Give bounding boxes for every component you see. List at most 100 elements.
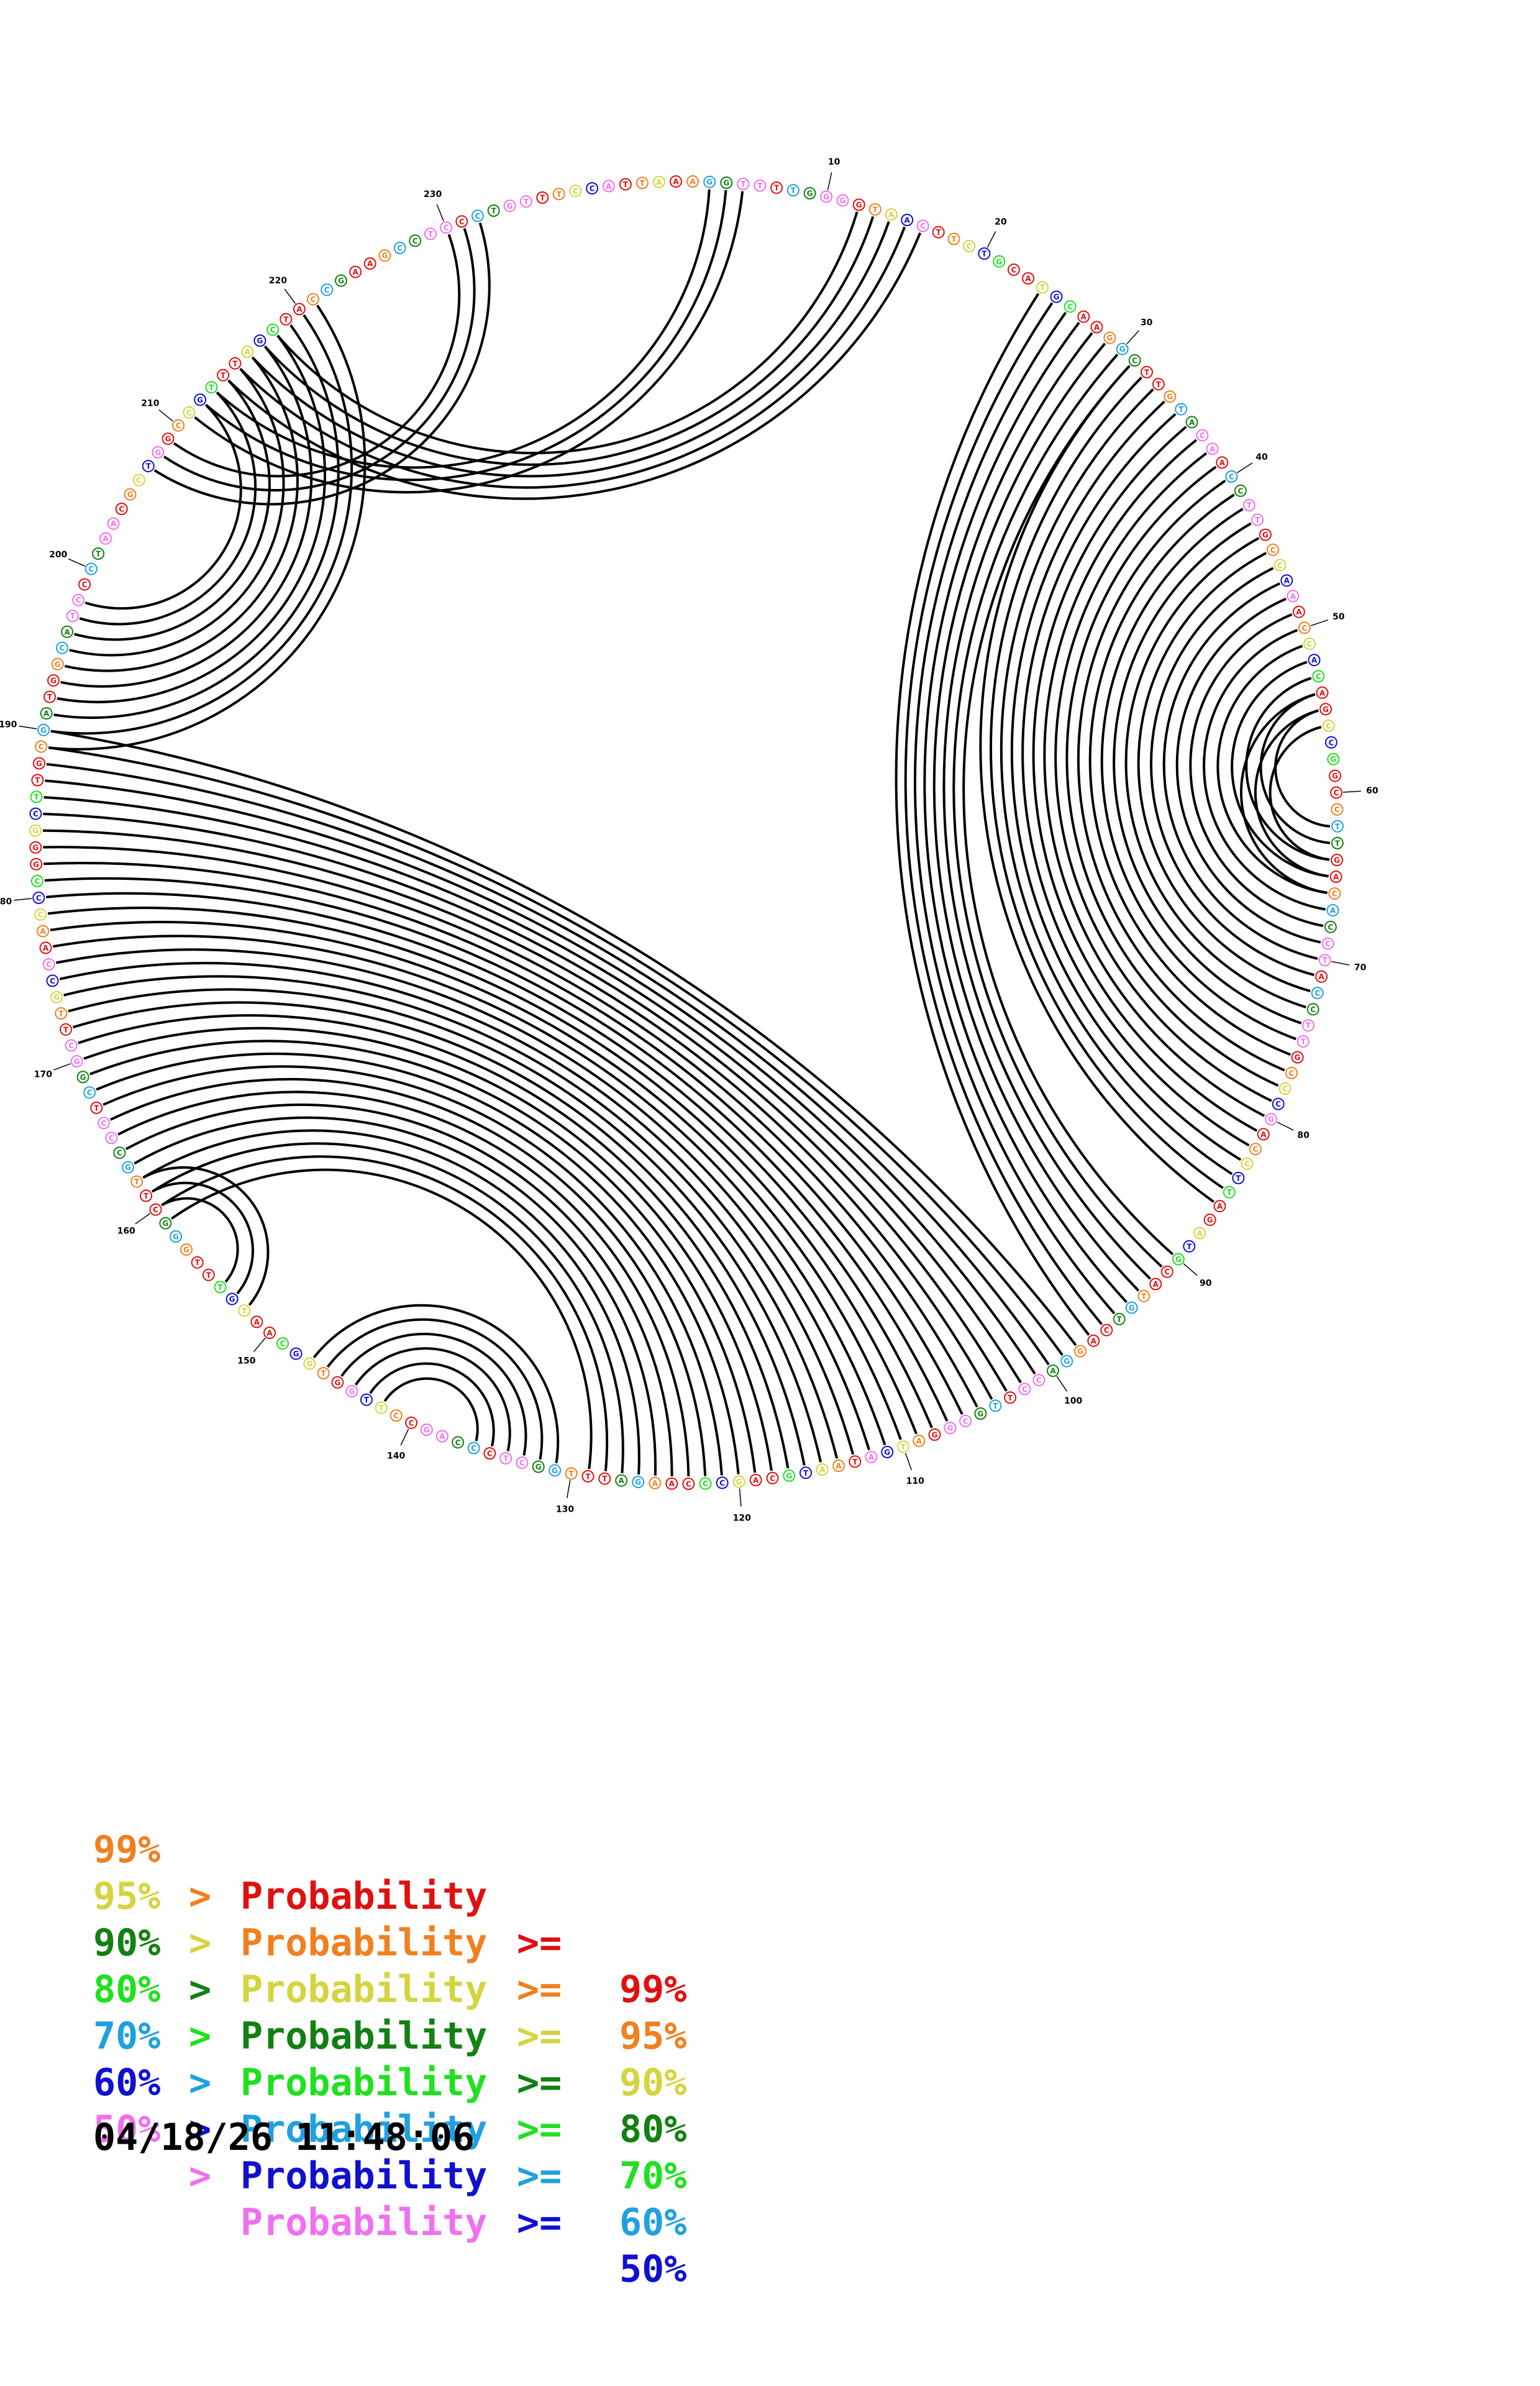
- nucleotide-circle: [267, 323, 280, 336]
- base-pair-arc: [78, 1014, 790, 1469]
- nucleotide: C: [1032, 1374, 1046, 1387]
- nucleotide-letter: C: [38, 910, 43, 919]
- nucleotide-letter: C: [88, 565, 94, 574]
- nucleotide-letter: G: [1167, 393, 1173, 401]
- nucleotide: C: [1303, 638, 1316, 651]
- nucleotide: T: [205, 381, 218, 394]
- nucleotide-circle: [1249, 1143, 1262, 1156]
- nucleotide: C: [1273, 559, 1287, 572]
- nucleotide-letter: T: [134, 1177, 140, 1186]
- nucleotide: A: [1315, 970, 1328, 983]
- base-pair-arc: [204, 190, 727, 482]
- tick-label: 50: [1333, 612, 1345, 622]
- tick-label: 40: [1255, 452, 1268, 462]
- nucleotide-circle: [1137, 1289, 1150, 1302]
- base-pair-arc: [48, 746, 1064, 1356]
- nucleotide: C: [1272, 1097, 1285, 1110]
- nucleotide: T: [1036, 281, 1049, 294]
- nucleotide-circle: [409, 234, 422, 247]
- nucleotide: G: [549, 1464, 562, 1477]
- nucleotide-circle: [1103, 331, 1116, 344]
- base-pair-arc: [923, 321, 1128, 1304]
- nucleotide: A: [1316, 686, 1329, 699]
- nucleotide-circle: [1193, 1227, 1206, 1240]
- nucleotide: C: [132, 473, 145, 487]
- nucleotide-circle: [31, 774, 44, 787]
- nucleotide: C: [115, 503, 128, 515]
- tick-mark: [1277, 1122, 1294, 1131]
- nucleotide-circle: [29, 807, 42, 820]
- nucleotide: T: [214, 1281, 227, 1294]
- nucleotide-circle: [1326, 904, 1339, 916]
- nucleotide: T: [202, 1268, 215, 1281]
- legend-label: Probability: [240, 2154, 488, 2198]
- nucleotide: G: [1103, 331, 1116, 344]
- nucleotide: C: [455, 215, 468, 228]
- nucleotide: C: [83, 1086, 96, 1099]
- legend-greater-equal: >=: [517, 2154, 562, 2198]
- nucleotide-letter: T: [1236, 1174, 1241, 1182]
- nucleotide-letter: T: [1187, 1242, 1192, 1251]
- nucleotide-circle: [786, 184, 800, 197]
- base-pair-arc: [962, 365, 1174, 1256]
- nucleotide-letter: A: [669, 1479, 675, 1488]
- nucleotide: A: [913, 1434, 926, 1447]
- legend-greater-equal: >=: [517, 2061, 562, 2105]
- nucleotide-circle: [1329, 871, 1342, 883]
- nucleotide-circle: [424, 227, 437, 240]
- nucleotide-letter: T: [982, 250, 987, 258]
- nucleotide-circle: [1047, 1364, 1059, 1378]
- nucleotide-letter: C: [1164, 1268, 1170, 1276]
- nucleotide-letter: C: [1328, 923, 1333, 931]
- nucleotide: C: [393, 242, 406, 254]
- nucleotide-circle: [1280, 574, 1293, 587]
- nucleotide-letter: C: [310, 295, 316, 304]
- nucleotide-letter: T: [740, 180, 746, 189]
- tick-mark: [1126, 330, 1140, 344]
- nucleotide-circle: [321, 283, 334, 296]
- nucleotide-circle: [1113, 1312, 1126, 1325]
- nucleotide-letter: A: [868, 1453, 875, 1461]
- nucleotide-circle: [1128, 354, 1141, 367]
- nucleotide: A: [649, 1476, 662, 1489]
- legend-lower-bound: 95%: [93, 1875, 161, 1918]
- nucleotide-letter: T: [1227, 1188, 1232, 1197]
- legend-upper-bound: 80%: [619, 2108, 687, 2151]
- nucleotide-circle: [51, 657, 64, 670]
- base-pair-arc: [69, 368, 285, 657]
- base-pair-arc: [142, 1129, 640, 1475]
- nucleotide-letter: C: [409, 1419, 414, 1427]
- nucleotide-circle: [803, 187, 816, 199]
- nucleotide-letter: C: [60, 644, 65, 652]
- nucleotide-circle: [60, 1023, 72, 1036]
- nucleotide-letter: T: [47, 693, 53, 702]
- nucleotide-circle: [142, 460, 155, 473]
- legend-row: 80% > Probability >= 70%: [93, 1920, 777, 2198]
- nucleotide-circle: [1064, 300, 1077, 313]
- nucleotide-letter: A: [606, 182, 612, 191]
- tick-mark: [68, 558, 86, 567]
- nucleotide-letter: A: [353, 268, 359, 277]
- nucleotide-circle: [1318, 954, 1331, 967]
- nucleotide: C: [716, 1476, 729, 1489]
- tick-mark: [400, 1428, 409, 1446]
- nucleotide-letter: T: [58, 1009, 64, 1018]
- nucleotide: G: [47, 674, 60, 687]
- nucleotide: T: [552, 188, 565, 201]
- nucleotide-circle: [1291, 1051, 1304, 1064]
- nucleotide-circle: [420, 1424, 433, 1436]
- nucleotide-circle: [947, 232, 960, 245]
- nucleotide-letter: G: [1054, 293, 1060, 301]
- base-pair-arc: [53, 324, 340, 720]
- nucleotide: G: [70, 1055, 83, 1067]
- nucleotide-circle: [1125, 1301, 1138, 1314]
- nucleotide: A: [1257, 1128, 1270, 1141]
- nucleotide-circle: [1329, 769, 1341, 782]
- nucleotide-letter: G: [40, 726, 47, 734]
- nucleotide-circle: [241, 345, 254, 359]
- nucleotide-letter: C: [117, 1149, 122, 1158]
- nucleotide: C: [46, 974, 59, 987]
- nucleotide-circle: [306, 293, 319, 306]
- nucleotide: G: [803, 187, 816, 199]
- nucleotide-circle: [55, 1007, 68, 1020]
